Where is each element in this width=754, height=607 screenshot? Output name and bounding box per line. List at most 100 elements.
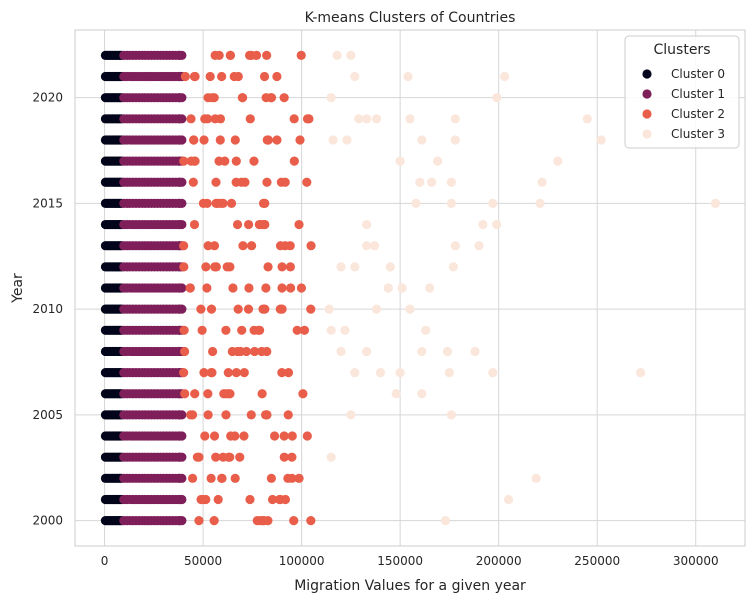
point-cluster-2	[295, 135, 305, 145]
point-cluster-2	[179, 262, 189, 272]
point-cluster-2	[262, 135, 272, 145]
point-cluster-2	[213, 494, 223, 505]
point-cluster-2	[221, 325, 231, 335]
point-cluster-3	[346, 50, 356, 60]
point-cluster-3	[444, 367, 455, 378]
point-cluster-2	[262, 410, 272, 420]
point-cluster-2	[186, 114, 196, 124]
point-cluster-2	[196, 304, 206, 314]
point-cluster-3	[503, 494, 514, 505]
point-cluster-2	[232, 346, 243, 357]
point-cluster-3	[350, 262, 360, 272]
point-cluster-3	[488, 198, 498, 209]
point-cluster-2	[209, 431, 220, 441]
point-cluster-2	[294, 219, 304, 230]
point-cluster-2	[294, 473, 304, 483]
point-cluster-2	[217, 473, 227, 483]
point-cluster-2	[285, 241, 295, 251]
point-cluster-2	[231, 177, 241, 187]
point-cluster-1	[174, 93, 185, 103]
point-cluster-2	[257, 346, 267, 357]
point-cluster-2	[215, 114, 226, 124]
point-cluster-2	[228, 283, 238, 293]
point-cluster-2	[179, 367, 189, 378]
point-cluster-2	[189, 71, 200, 82]
point-cluster-3	[383, 283, 393, 293]
x-tick-label: 300000	[673, 554, 719, 568]
y-axis-label: Year	[10, 273, 26, 304]
point-cluster-2	[279, 93, 289, 103]
legend-box	[624, 35, 740, 149]
point-cluster-3	[350, 71, 360, 82]
point-cluster-1	[174, 452, 185, 462]
point-cluster-2	[243, 219, 254, 230]
point-cluster-2	[239, 367, 249, 378]
point-cluster-3	[371, 114, 382, 124]
point-cluster-2	[266, 473, 276, 483]
point-cluster-2	[194, 516, 204, 526]
point-cluster-2	[287, 452, 297, 462]
point-cluster-3	[326, 325, 336, 335]
point-cluster-3	[635, 367, 646, 378]
point-cluster-2	[231, 367, 241, 378]
point-cluster-2	[189, 219, 200, 230]
point-cluster-2	[226, 431, 236, 441]
point-cluster-2	[276, 177, 286, 187]
chart-title: K-means Clusters of Countries	[305, 10, 516, 26]
point-cluster-3	[411, 198, 421, 209]
point-cluster-3	[326, 93, 336, 103]
point-cluster-2	[200, 431, 210, 441]
point-cluster-2	[246, 410, 256, 420]
point-cluster-2	[225, 452, 235, 462]
point-cluster-3	[470, 346, 480, 357]
point-cluster-3	[417, 389, 427, 399]
point-cluster-2	[262, 50, 272, 60]
point-cluster-3	[450, 135, 460, 145]
point-cluster-1	[174, 177, 185, 187]
point-cluster-2	[187, 473, 198, 483]
point-cluster-2	[225, 262, 235, 272]
point-cluster-2	[203, 389, 213, 399]
point-cluster-2	[207, 93, 217, 103]
legend-label: Cluster 3	[671, 127, 725, 141]
point-cluster-2	[203, 410, 213, 420]
point-cluster-3	[710, 198, 721, 209]
point-cluster-2	[244, 283, 254, 293]
point-cluster-2	[261, 283, 271, 293]
x-tick-label: 0	[101, 554, 109, 568]
point-cluster-2	[275, 241, 286, 251]
point-cluster-2	[279, 431, 289, 441]
point-cluster-2	[188, 177, 198, 187]
x-tick-label: 250000	[574, 554, 620, 568]
point-cluster-3	[354, 114, 364, 124]
point-cluster-3	[405, 304, 415, 314]
plot-frame	[74, 29, 746, 547]
point-cluster-3	[369, 241, 380, 251]
point-cluster-2	[267, 494, 278, 505]
point-cluster-2	[199, 135, 209, 145]
legend-label: Cluster 2	[671, 107, 725, 121]
point-cluster-2	[285, 262, 295, 272]
y-tick-label: 2015	[32, 196, 63, 210]
point-cluster-2	[243, 304, 254, 314]
point-cluster-3	[326, 452, 336, 462]
point-cluster-2	[259, 71, 270, 82]
point-cluster-3	[492, 93, 502, 103]
point-cluster-3	[415, 177, 425, 187]
point-cluster-2	[215, 135, 225, 145]
point-cluster-2	[232, 219, 243, 230]
point-cluster-2	[233, 304, 243, 314]
point-cluster-3	[405, 114, 415, 124]
point-cluster-2	[257, 389, 267, 399]
point-cluster-1	[174, 283, 185, 293]
x-tick-label: 150000	[377, 554, 423, 568]
point-cluster-2	[223, 367, 233, 378]
point-cluster-3	[553, 156, 563, 166]
point-cluster-3	[531, 473, 541, 483]
point-cluster-2	[250, 346, 260, 357]
point-cluster-3	[499, 71, 510, 82]
point-cluster-1	[174, 410, 185, 420]
point-cluster-2	[211, 177, 221, 187]
point-cluster-3	[478, 219, 488, 230]
